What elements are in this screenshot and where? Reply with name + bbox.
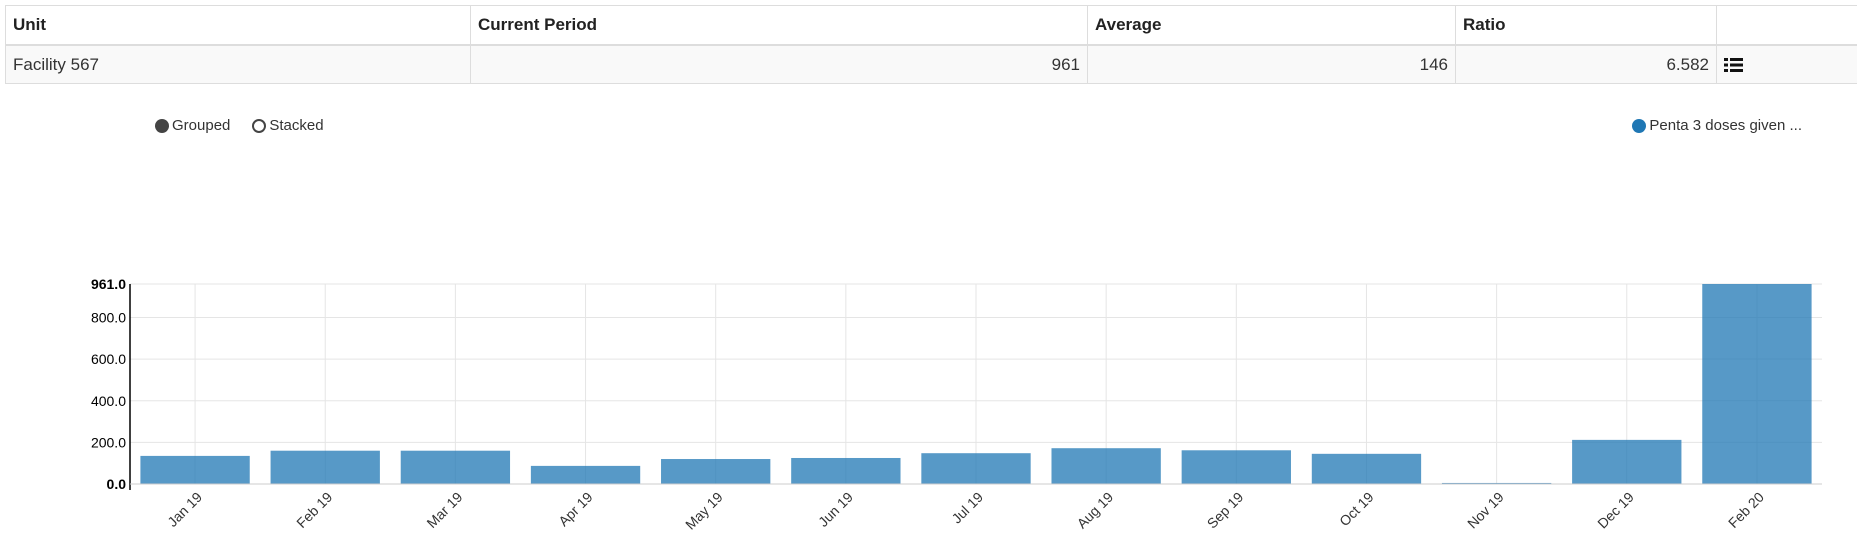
bar-jun-19 [791, 457, 901, 484]
list-icon[interactable] [1724, 57, 1744, 73]
table-header-row: Unit Current Period Average Ratio [5, 5, 1857, 46]
legend-dot-icon [1632, 118, 1647, 133]
x-tick-label: Nov 19 [1464, 489, 1507, 532]
summary-table: Unit Current Period Average Ratio Facili… [5, 5, 1857, 84]
bar-jan-19 [140, 455, 250, 484]
x-tick-label: Aug 19 [1074, 489, 1117, 532]
x-tick-label: Jun 19 [815, 489, 856, 530]
x-tick-label: Jan 19 [164, 489, 205, 530]
bar-mar-19 [400, 450, 511, 484]
chart-legend-item[interactable]: Penta 3 doses given ... [1632, 117, 1802, 134]
y-tick-label: 961.0 [91, 276, 126, 292]
chart-mode-controls: Grouped Stacked [155, 117, 346, 134]
bar-apr-19 [530, 465, 641, 484]
bar-jul-19 [921, 453, 1031, 484]
y-tick-label: 600.0 [91, 351, 126, 367]
radio-unselected-icon [252, 118, 267, 133]
cell-average: 146 [1087, 44, 1456, 84]
x-tick-label: Mar 19 [423, 489, 465, 531]
x-tick-label: Apr 19 [555, 489, 596, 530]
x-tick-label: Oct 19 [1336, 489, 1377, 530]
bar-oct-19 [1311, 453, 1422, 484]
legend-label: Penta 3 doses given ... [1649, 117, 1802, 134]
grouped-radio[interactable]: Grouped [155, 117, 230, 134]
radio-selected-icon [155, 118, 169, 133]
cell-current-period: 961 [470, 44, 1088, 84]
y-tick-label: 400.0 [91, 393, 126, 409]
grouped-label: Grouped [172, 117, 231, 134]
bar-feb-20 [1702, 284, 1812, 484]
x-tick-label: Feb 20 [1725, 489, 1767, 531]
y-tick-label: 200.0 [91, 434, 126, 450]
cell-ratio: 6.582 [1455, 44, 1717, 84]
stacked-radio[interactable]: Stacked [252, 117, 324, 134]
bar-dec-19 [1572, 439, 1682, 484]
header-unit[interactable]: Unit [5, 5, 471, 46]
x-tick-label: Dec 19 [1594, 489, 1637, 532]
y-tick-label: 0.0 [107, 476, 127, 492]
table-row: Facility 567 961 146 6.582 [5, 44, 1857, 84]
cell-actions [1716, 44, 1857, 84]
bar-aug-19 [1051, 448, 1161, 484]
y-tick-label: 800.0 [91, 310, 126, 326]
cell-unit: Facility 567 [5, 44, 471, 84]
x-tick-label: May 19 [682, 489, 726, 533]
bar-feb-19 [270, 450, 380, 484]
stacked-label: Stacked [269, 117, 324, 134]
x-tick-label: Feb 19 [293, 489, 335, 531]
bar-may-19 [661, 459, 771, 484]
header-ratio[interactable]: Ratio [1455, 5, 1717, 46]
bar-sep-19 [1181, 450, 1291, 484]
header-actions [1716, 5, 1857, 46]
x-tick-label: Jul 19 [948, 489, 986, 527]
header-average[interactable]: Average [1087, 5, 1456, 46]
x-tick-label: Sep 19 [1204, 489, 1247, 532]
